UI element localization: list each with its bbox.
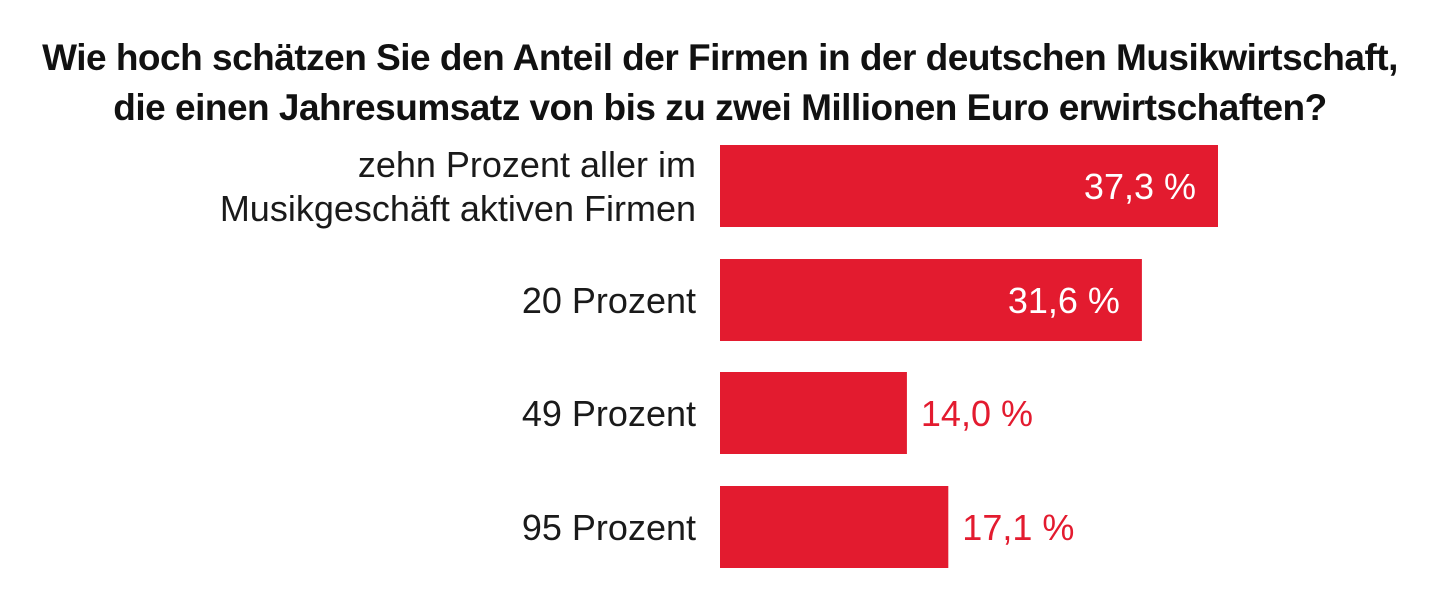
chart-title-line-1: Wie hoch schätzen Sie den Anteil der Fir…: [42, 36, 1398, 78]
value-label-2: 31,6 %: [1008, 280, 1120, 321]
category-label-4: 95 Prozent: [522, 507, 696, 548]
bar-4: [720, 486, 949, 568]
value-label-4: 17,1 %: [962, 507, 1074, 548]
bar-2: [720, 259, 1142, 341]
bar-3: [720, 372, 907, 454]
category-label-2: 20 Prozent: [522, 280, 696, 321]
value-label-3: 14,0 %: [921, 393, 1033, 434]
value-label-1: 37,3 %: [1084, 166, 1196, 207]
category-label-1-line-1: zehn Prozent aller im: [358, 144, 696, 185]
chart-title-line-2: die einen Jahresumsatz von bis zu zwei M…: [113, 86, 1327, 128]
category-label-3: 49 Prozent: [522, 393, 696, 434]
category-label-1-line-2: Musikgeschäft aktiven Firmen: [220, 188, 696, 229]
chart-title: Wie hoch schätzen Sie den Anteil der Fir…: [0, 33, 1440, 133]
bar-1: [720, 145, 1218, 227]
